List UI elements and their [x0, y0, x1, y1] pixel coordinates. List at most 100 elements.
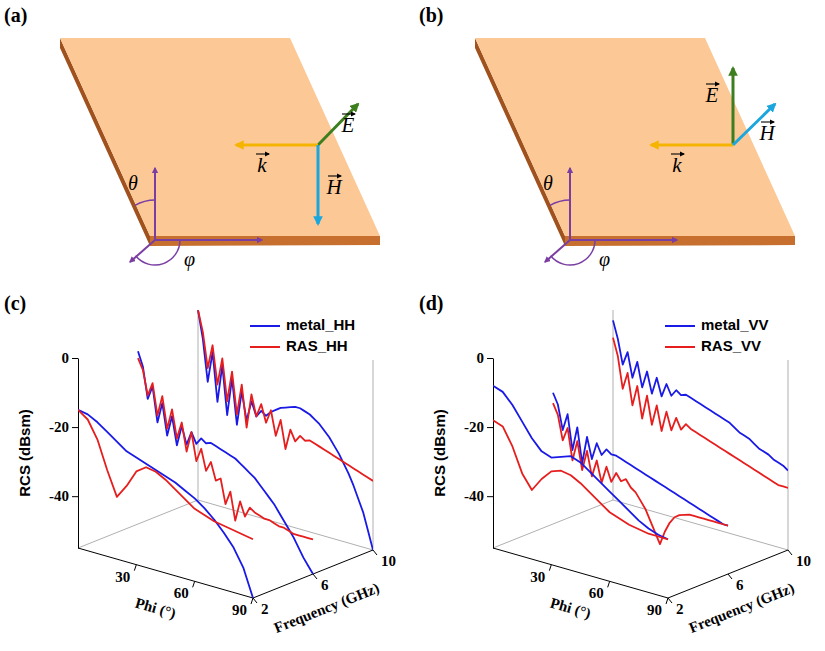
vector-overarrow — [342, 113, 355, 114]
x-tick-mark — [193, 581, 195, 587]
y-tick-mark — [72, 427, 78, 428]
vector-label: k — [257, 153, 267, 177]
y-tick-mark — [72, 496, 78, 497]
vector-label: E — [705, 83, 719, 107]
x-tick-mark — [251, 598, 253, 604]
figure: (a)θφEkH(b)θφEkH0-20-403060902610Phi (°)… — [0, 0, 825, 651]
vector-label: k — [672, 153, 682, 177]
field-vector — [236, 144, 318, 147]
series-line — [138, 358, 313, 539]
z-tick-label: 2 — [261, 601, 269, 617]
legend-swatch — [250, 325, 280, 327]
plot-area — [78, 310, 373, 598]
slab-top — [60, 38, 380, 236]
z-tick-label: 6 — [736, 577, 744, 593]
frame — [613, 500, 788, 550]
z-tick-mark — [728, 574, 732, 579]
y-tick-label: 0 — [477, 350, 485, 366]
angle-arc — [135, 200, 155, 205]
z-tick-mark — [253, 598, 257, 603]
vector-overarrow — [706, 83, 719, 84]
vector-overarrow — [328, 175, 341, 176]
chart-panel: 0-20-403060902610Phi (°)Frequency (GHz)R… — [4, 292, 396, 637]
y-tick: -40 — [464, 488, 493, 504]
legend-label: RAS_VV — [701, 337, 761, 354]
legend-swatch — [665, 346, 695, 348]
slab-top — [475, 38, 795, 236]
series-line — [198, 310, 373, 550]
x-tick-mark — [666, 598, 668, 604]
legend-label: RAS_HH — [286, 337, 348, 354]
axis-arrow — [154, 168, 156, 240]
y-axis-title: RCS (dBsm) — [16, 409, 33, 497]
series-line — [493, 420, 668, 539]
legend: metal_HH RAS_HH — [250, 316, 355, 354]
y-tick-mark — [487, 496, 493, 497]
field-vector — [317, 145, 320, 224]
angle-arc — [550, 200, 570, 205]
y-tick-label: 0 — [62, 350, 70, 366]
axis-arrow — [545, 240, 570, 262]
x-tick-mark — [134, 565, 136, 571]
series-line — [553, 393, 728, 526]
background — [0, 0, 825, 651]
frame — [78, 500, 198, 548]
field-vector — [651, 144, 733, 147]
axis-arrow — [569, 168, 571, 240]
y-tick: -40 — [49, 488, 78, 504]
x-tick-label: 60 — [174, 585, 189, 601]
series-line — [198, 310, 373, 481]
z-tick-label: 10 — [381, 553, 396, 569]
y-tick-label: -20 — [464, 419, 484, 435]
series-line — [493, 386, 668, 540]
frame — [373, 360, 374, 550]
y-tick-mark — [72, 358, 78, 359]
angle-arc — [136, 240, 180, 265]
y-axis: 0 -20 -40 — [49, 350, 79, 548]
legend: metal_VV RAS_VV — [665, 316, 769, 354]
vector-overarrow — [256, 153, 269, 154]
legend-label: metal_HH — [286, 316, 355, 333]
axis-arrow — [130, 240, 155, 262]
x-tick-mark — [608, 581, 610, 587]
legend-label: metal_VV — [701, 316, 769, 333]
z-tick-mark — [788, 550, 792, 555]
y-tick-label: -40 — [464, 488, 484, 504]
y-tick-label: -20 — [49, 419, 69, 435]
panel-label: (c) — [4, 292, 26, 315]
slab-front — [565, 236, 795, 246]
x-tick-label: 60 — [589, 585, 604, 601]
angle-label: φ — [599, 248, 610, 271]
legend-swatch — [250, 346, 280, 348]
x-axis-title: Phi (°) — [548, 595, 592, 623]
frame — [788, 360, 789, 550]
z-tick-mark — [313, 574, 317, 579]
slab-front — [150, 236, 380, 246]
y-tick: -20 — [464, 419, 493, 435]
z-tick-label: 10 — [796, 553, 811, 569]
y-tick: -20 — [49, 419, 78, 435]
angle-label: θ — [543, 172, 553, 194]
frame — [493, 500, 613, 548]
x-tick-label: 90 — [232, 602, 247, 618]
angle-label: θ — [128, 172, 138, 194]
angle-arc — [551, 240, 595, 265]
vector-label: E — [341, 113, 355, 137]
axis-arrow — [570, 239, 677, 241]
chart-panel: 0-20-403060902610Phi (°)Frequency (GHz)R… — [419, 292, 811, 637]
x-tick-label: 30 — [530, 569, 545, 585]
series-line — [138, 351, 313, 574]
x-tick-label: 90 — [647, 602, 662, 618]
z-tick-label: 2 — [676, 601, 684, 617]
vector-overarrow — [761, 121, 774, 122]
series-line — [613, 338, 788, 488]
vector-label: H — [325, 175, 343, 199]
legend-swatch — [665, 325, 695, 327]
z-axis-title: Frequency (GHz) — [272, 580, 382, 637]
y-tick-label: -40 — [49, 488, 69, 504]
x-tick-mark — [549, 565, 551, 571]
panel-label: (a) — [4, 4, 27, 27]
y-tick-mark — [487, 358, 493, 359]
angle-label: φ — [184, 248, 195, 271]
y-axis-line — [78, 359, 79, 549]
